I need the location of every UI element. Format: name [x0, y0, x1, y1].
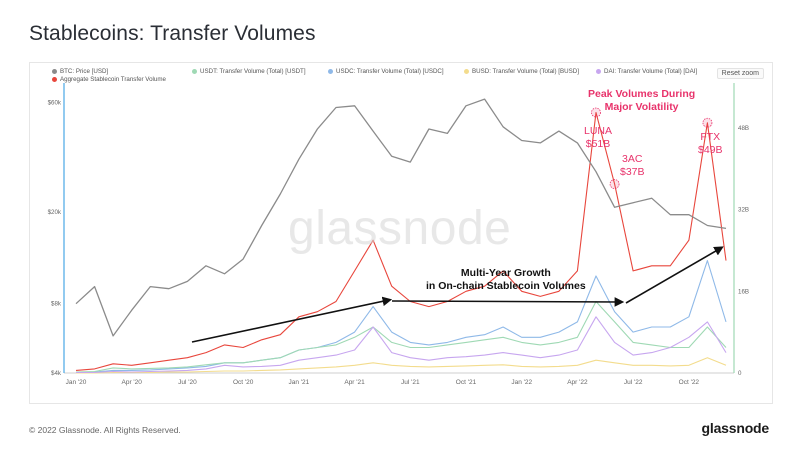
legend-dot-usdc	[328, 69, 333, 74]
annotation-luna-line1: LUNA	[584, 125, 613, 137]
x-tick-label: Oct '20	[233, 379, 254, 386]
growth-arrow-2	[391, 297, 625, 307]
annotation-peak: Peak Volumes During Major Volatility	[588, 88, 695, 114]
chart-legend: BTC: Price [USD] USDT: Transfer Volume (…	[52, 68, 742, 86]
legend-item-aggregate[interactable]: Aggregate Stablecoin Transfer Volume	[52, 76, 166, 83]
series-btc-price	[75, 98, 727, 337]
annotation-3ac: 3AC $37B	[620, 153, 645, 179]
x-tick-label: Apr '21	[344, 379, 365, 386]
legend-label-busd: BUSD: Transfer Volume (Total) [BUSD]	[472, 68, 579, 75]
y-right-tick-label: 32B	[738, 207, 749, 214]
legend-item-busd[interactable]: BUSD: Transfer Volume (Total) [BUSD]	[464, 68, 579, 75]
legend-item-dai[interactable]: DAI: Transfer Volume (Total) [DAI]	[596, 68, 697, 75]
x-tick-label: Oct '22	[679, 379, 700, 386]
legend-label-usdt: USDT: Transfer Volume (Total) [USDT]	[200, 68, 306, 75]
x-tick-label: Apr '20	[122, 379, 143, 386]
legend-label-dai: DAI: Transfer Volume (Total) [DAI]	[604, 68, 698, 75]
legend-dot-usdt	[192, 69, 197, 74]
y-left-tick-label: $20k	[48, 209, 62, 216]
x-tick-label: Oct '21	[456, 379, 477, 386]
annotation-luna: LUNA $51B	[584, 125, 612, 151]
annotation-ftx: FTX $49B	[698, 131, 723, 157]
legend-dot-btc	[52, 69, 57, 74]
series-aggregate-volume	[75, 111, 727, 371]
series-dai-volume	[76, 316, 727, 374]
legend-label-btc: BTC: Price [USD]	[60, 68, 109, 75]
y-right-tick-label: 16B	[738, 288, 749, 295]
legend-item-usdc[interactable]: USDC: Transfer Volume (Total) [USDC]	[328, 68, 444, 75]
footer-logo[interactable]: glassnode	[701, 420, 770, 436]
peak-marker-3ac	[609, 179, 620, 189]
legend-item-usdt[interactable]: USDT: Transfer Volume (Total) [USDT]	[192, 68, 306, 75]
series-busd-volume	[76, 357, 727, 374]
series-usdt-volume	[75, 300, 727, 373]
peak-marker-luna	[591, 107, 601, 118]
y-left-tick-label: $4k	[51, 370, 62, 377]
legend-label-usdc: USDC: Transfer Volume (Total) [USDC]	[336, 68, 444, 75]
legend-dot-dai	[596, 69, 601, 74]
x-tick-label: Jul '22	[624, 379, 643, 386]
annotation-peak-line1: Peak Volumes During	[588, 88, 696, 100]
x-tick-label: Jul '21	[401, 379, 420, 386]
annotation-ftx-line1: FTX	[700, 131, 721, 143]
chart-svg: Jan '20 Apr '20 Jul '20 Oct '20 Jan '21 Apr '…	[48, 83, 749, 386]
annotation-luna-line2: $51B	[585, 138, 611, 150]
y-right-tick-label: 48B	[738, 125, 749, 132]
x-tick-label: Jul '20	[178, 379, 197, 386]
x-tick-label: Jan '22	[511, 379, 532, 386]
chart-panel: Jan '20 Apr '20 Jul '20 Oct '20 Jan '21 Apr '…	[29, 62, 773, 404]
annotation-3ac-line2: $37B	[620, 166, 645, 178]
growth-arrow-3	[625, 246, 724, 304]
reset-zoom-button[interactable]: Reset zoom	[716, 68, 764, 79]
annotation-peak-line2: Major Volatility	[604, 101, 679, 113]
legend-dot-aggregate	[52, 77, 57, 82]
annotation-growth-line2: in On-chain Stablecoin Volumes	[426, 280, 586, 292]
annotation-growth-line1: Multi-Year Growth	[460, 267, 551, 279]
legend-item-btc[interactable]: BTC: Price [USD]	[52, 68, 108, 75]
x-tick-label: Apr '22	[567, 379, 588, 386]
x-tick-label: Jan '21	[288, 379, 309, 386]
y-left-tick-label: $60k	[48, 99, 62, 106]
page-title: Stablecoins: Transfer Volumes	[29, 22, 316, 45]
series-usdc-volume	[75, 260, 727, 374]
y-right-tick-label: 0	[738, 370, 742, 377]
annotation-3ac-line1: 3AC	[622, 153, 643, 165]
footer-copyright: © 2022 Glassnode. All Rights Reserved.	[29, 425, 181, 435]
legend-dot-busd	[464, 69, 469, 74]
x-tick-label: Jan '20	[66, 379, 87, 386]
legend-label-aggregate: Aggregate Stablecoin Transfer Volume	[60, 76, 166, 83]
peak-marker-ftx	[702, 117, 713, 128]
annotation-ftx-line2: $49B	[698, 144, 723, 156]
growth-arrow-1	[191, 296, 393, 343]
annotation-growth: Multi-Year Growth in On-chain Stablecoin…	[426, 267, 586, 293]
y-left-tick-label: $8k	[51, 301, 62, 308]
